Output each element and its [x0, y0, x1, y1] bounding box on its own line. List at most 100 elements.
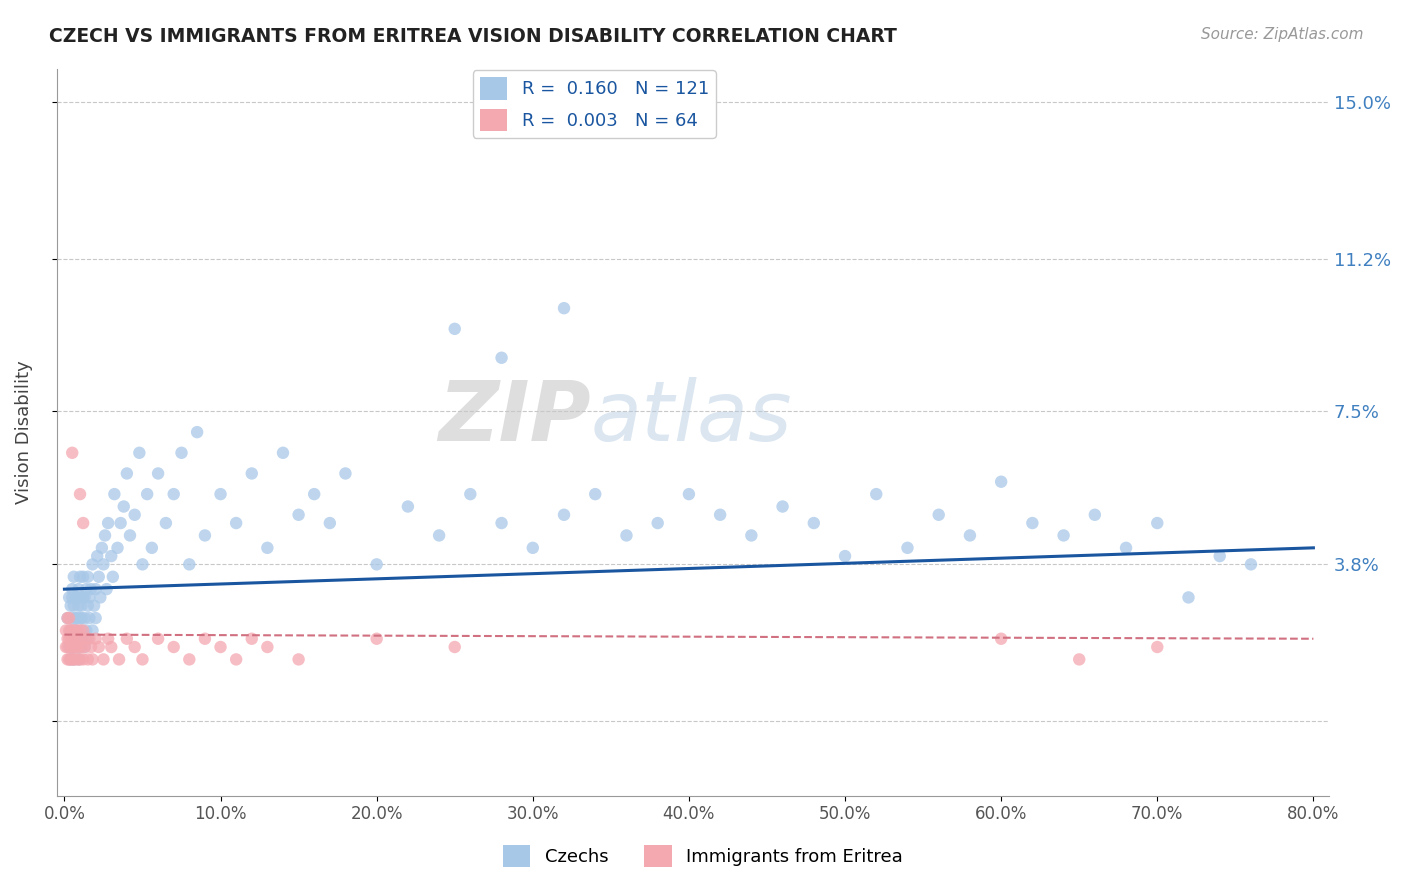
Point	[100, 549, 122, 563]
Point	[69, 487, 91, 501]
Point	[366, 632, 388, 646]
Point	[59, 640, 82, 654]
Point	[86, 549, 108, 563]
Point	[73, 591, 96, 605]
Point	[146, 467, 169, 481]
Point	[60, 632, 83, 646]
Point	[240, 632, 263, 646]
Point	[1240, 558, 1263, 572]
Point	[72, 591, 94, 605]
Point	[66, 611, 89, 625]
Point	[84, 582, 107, 596]
Point	[896, 541, 918, 555]
Point	[73, 640, 96, 654]
Point	[101, 570, 124, 584]
Point	[59, 652, 82, 666]
Point	[302, 487, 325, 501]
Point	[131, 558, 153, 572]
Point	[62, 570, 84, 584]
Legend: Czechs, Immigrants from Eritrea: Czechs, Immigrants from Eritrea	[496, 838, 910, 874]
Point	[287, 652, 309, 666]
Point	[67, 652, 90, 666]
Point	[225, 516, 247, 530]
Point	[83, 599, 105, 613]
Point	[66, 632, 89, 646]
Point	[1209, 549, 1232, 563]
Point	[616, 528, 638, 542]
Point	[128, 446, 150, 460]
Point	[96, 582, 118, 596]
Point	[553, 301, 575, 315]
Point	[60, 624, 83, 638]
Point	[72, 632, 94, 646]
Point	[72, 624, 94, 638]
Point	[678, 487, 700, 501]
Point	[62, 599, 84, 613]
Point	[56, 632, 79, 646]
Point	[87, 570, 110, 584]
Point	[80, 640, 103, 654]
Point	[62, 624, 84, 638]
Point	[79, 632, 101, 646]
Point	[146, 632, 169, 646]
Point	[209, 487, 232, 501]
Point	[103, 487, 125, 501]
Point	[75, 632, 97, 646]
Point	[60, 640, 83, 654]
Point	[73, 611, 96, 625]
Point	[90, 541, 112, 555]
Point	[82, 624, 104, 638]
Point	[443, 640, 465, 654]
Point	[740, 528, 762, 542]
Point	[491, 351, 513, 365]
Point	[163, 487, 186, 501]
Point	[69, 632, 91, 646]
Point	[647, 516, 669, 530]
Point	[1115, 541, 1137, 555]
Point	[60, 591, 83, 605]
Point	[1084, 508, 1107, 522]
Point	[186, 425, 208, 439]
Point	[56, 611, 79, 625]
Point	[100, 640, 122, 654]
Point	[225, 652, 247, 666]
Text: Source: ZipAtlas.com: Source: ZipAtlas.com	[1201, 27, 1364, 42]
Point	[155, 516, 177, 530]
Point	[108, 652, 131, 666]
Text: ZIP: ZIP	[439, 377, 591, 458]
Point	[72, 570, 94, 584]
Point	[66, 640, 89, 654]
Point	[75, 582, 97, 596]
Point	[335, 467, 357, 481]
Point	[112, 500, 135, 514]
Point	[65, 632, 87, 646]
Point	[460, 487, 482, 501]
Point	[55, 624, 77, 638]
Point	[67, 599, 90, 613]
Point	[959, 528, 981, 542]
Point	[70, 632, 93, 646]
Point	[76, 570, 98, 584]
Point	[491, 516, 513, 530]
Point	[396, 500, 419, 514]
Point	[58, 624, 80, 638]
Point	[60, 640, 83, 654]
Y-axis label: Vision Disability: Vision Disability	[15, 360, 32, 504]
Point	[84, 611, 107, 625]
Point	[56, 652, 79, 666]
Point	[69, 611, 91, 625]
Point	[97, 632, 120, 646]
Point	[60, 632, 83, 646]
Point	[366, 558, 388, 572]
Point	[110, 516, 132, 530]
Point	[59, 624, 82, 638]
Point	[65, 611, 87, 625]
Point	[58, 591, 80, 605]
Point	[76, 652, 98, 666]
Point	[1177, 591, 1199, 605]
Point	[834, 549, 856, 563]
Point	[115, 467, 138, 481]
Point	[94, 528, 117, 542]
Point	[124, 508, 146, 522]
Point	[55, 640, 77, 654]
